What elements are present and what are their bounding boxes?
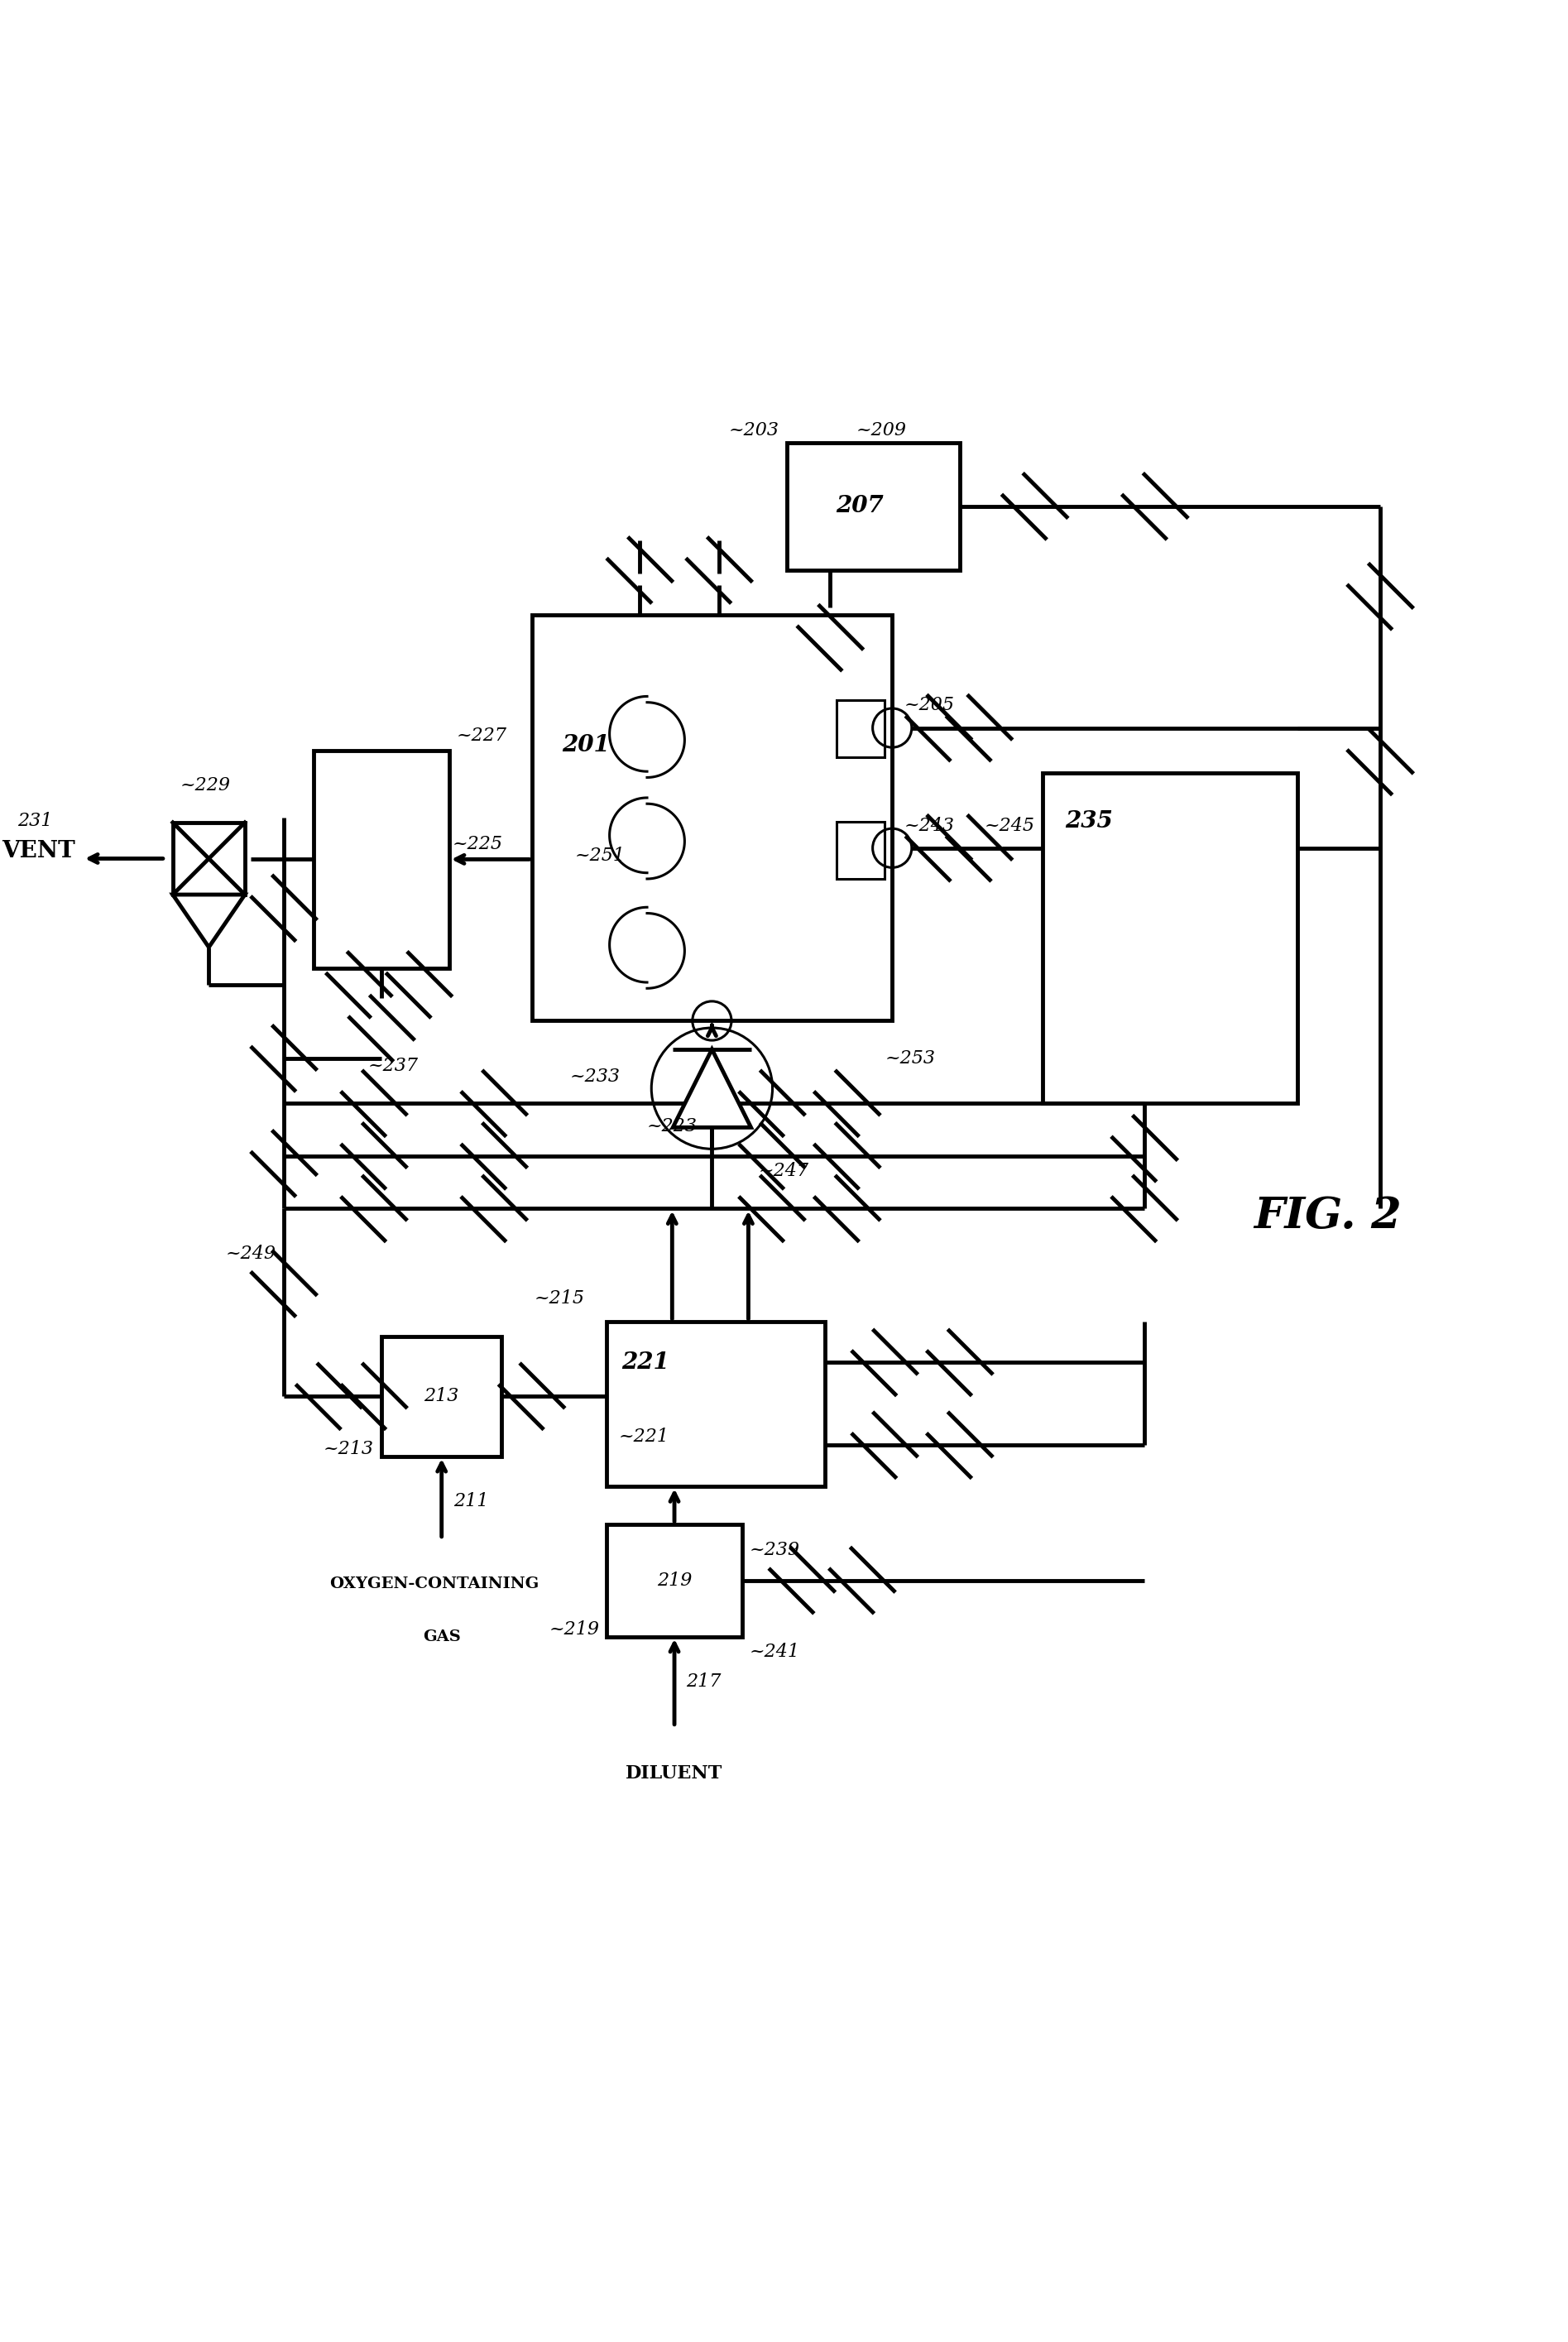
Text: ~237: ~237: [368, 1056, 419, 1075]
Polygon shape: [673, 1049, 751, 1127]
Text: ~227: ~227: [456, 726, 506, 745]
Text: 221: 221: [622, 1351, 670, 1375]
Text: ~253: ~253: [884, 1049, 935, 1068]
Text: VENT: VENT: [2, 841, 75, 862]
Text: 217: 217: [687, 1672, 721, 1691]
Text: ~221: ~221: [619, 1429, 670, 1445]
Bar: [532, 616, 892, 1021]
Text: ~219: ~219: [549, 1621, 599, 1639]
Text: ~209: ~209: [856, 422, 906, 440]
Text: 201: 201: [561, 733, 610, 756]
Text: 235: 235: [1065, 810, 1113, 834]
Text: 207: 207: [836, 494, 883, 518]
Text: ~203: ~203: [729, 422, 779, 440]
Bar: [172, 822, 245, 895]
Text: GAS: GAS: [423, 1630, 461, 1644]
Text: 213: 213: [423, 1386, 459, 1405]
Text: ~215: ~215: [535, 1290, 585, 1307]
Text: ~247: ~247: [759, 1162, 809, 1180]
Bar: [314, 749, 448, 967]
Text: ~233: ~233: [569, 1068, 621, 1084]
Text: ~223: ~223: [646, 1117, 696, 1136]
Bar: [787, 443, 960, 569]
Text: ~213: ~213: [323, 1440, 375, 1459]
Text: ~245: ~245: [985, 817, 1035, 834]
Text: OXYGEN-CONTAINING: OXYGEN-CONTAINING: [329, 1576, 539, 1593]
Text: ~229: ~229: [180, 775, 230, 794]
Text: ~239: ~239: [750, 1541, 800, 1560]
Text: ~249: ~249: [226, 1244, 276, 1262]
Bar: [837, 822, 884, 878]
Bar: [607, 1525, 742, 1637]
Text: ~205: ~205: [905, 696, 955, 714]
Text: FIG. 2: FIG. 2: [1254, 1194, 1402, 1237]
Text: DILUENT: DILUENT: [626, 1764, 723, 1782]
Text: 211: 211: [453, 1492, 489, 1511]
Text: 219: 219: [657, 1571, 691, 1590]
Text: 231: 231: [17, 813, 53, 829]
Text: ~225: ~225: [452, 836, 503, 852]
Polygon shape: [172, 895, 245, 946]
Bar: [607, 1321, 825, 1487]
Text: ~251: ~251: [574, 845, 624, 864]
Text: ~241: ~241: [750, 1642, 800, 1660]
Text: ~243: ~243: [905, 817, 955, 834]
Bar: [837, 700, 884, 756]
Bar: [381, 1337, 502, 1457]
Bar: [1043, 773, 1298, 1103]
